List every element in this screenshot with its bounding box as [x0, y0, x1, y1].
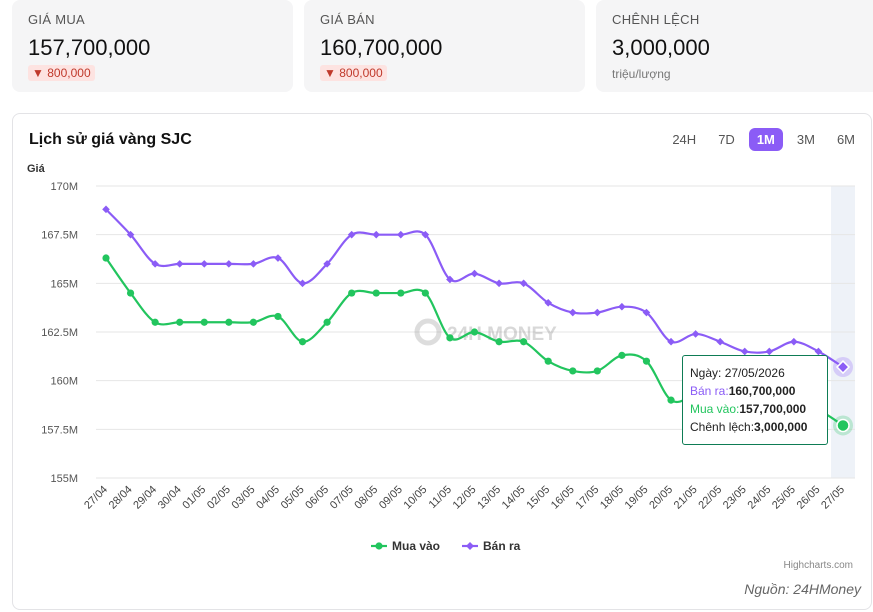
buy-price-change: ▼ 800,000 — [28, 65, 95, 81]
spread-value: 3,000,000 — [612, 35, 710, 60]
buy-price-value: 157,700,000 — [28, 35, 151, 60]
sell-price-change-value: 800,000 — [339, 66, 383, 80]
tooltip-buy-row: Mua vào:157,700,000 — [690, 400, 827, 418]
tooltip-date: 27/05/2026 — [724, 366, 785, 380]
tooltip-date-label: Ngày: — [690, 366, 722, 380]
buy-price-change-value: 800,000 — [47, 66, 91, 80]
range-button-6m[interactable]: 6M — [836, 132, 855, 147]
sell-price-label: GIÁ BÁN — [320, 12, 375, 27]
tooltip-spread-label: Chênh lệch: — [690, 420, 755, 434]
tooltip-sell-row: Bán ra:160,700,000 — [690, 382, 827, 400]
spread-label: CHÊNH LỆCH — [612, 12, 700, 27]
range-button-3m[interactable]: 3M — [796, 132, 815, 147]
sell-price-card: GIÁ BÁN 160,700,000 ▼ 800,000 — [304, 0, 585, 92]
tooltip-spread-row: Chênh lệch:3,000,000 — [690, 418, 827, 436]
range-button-24h[interactable]: 24H — [672, 132, 697, 147]
tooltip-sell-label: Bán ra: — [690, 384, 729, 398]
tooltip-spread-value: 3,000,000 — [754, 420, 808, 434]
sell-price-change: ▼ 800,000 — [320, 65, 387, 81]
spread-unit: triệu/lượng — [612, 67, 671, 81]
range-button-7d[interactable]: 7D — [718, 132, 735, 147]
range-selector: 24H 7D 1M 3M 6M — [664, 128, 863, 151]
chart-title: Lịch sử giá vàng SJC — [29, 131, 192, 148]
down-arrow-icon: ▼ — [32, 66, 44, 80]
chart-tooltip: Ngày: 27/05/2026 Bán ra:160,700,000 Mua … — [682, 355, 828, 445]
range-button-1m[interactable]: 1M — [748, 128, 783, 151]
tooltip-sell-value: 160,700,000 — [728, 384, 796, 398]
down-arrow-icon: ▼ — [324, 66, 336, 80]
highcharts-credit[interactable]: Highcharts.com — [783, 560, 853, 571]
spread-card: CHÊNH LỆCH 3,000,000 triệu/lượng — [596, 0, 873, 92]
tooltip-buy-value: 157,700,000 — [739, 402, 807, 416]
tooltip-date-row: Ngày: 27/05/2026 — [690, 364, 827, 382]
buy-price-label: GIÁ MUA — [28, 12, 85, 27]
tooltip-buy-label: Mua vào: — [690, 402, 740, 416]
sell-price-value: 160,700,000 — [320, 35, 443, 60]
source-label: Nguồn: 24HMoney — [744, 581, 861, 597]
buy-price-card: GIÁ MUA 157,700,000 ▼ 800,000 — [12, 0, 293, 92]
